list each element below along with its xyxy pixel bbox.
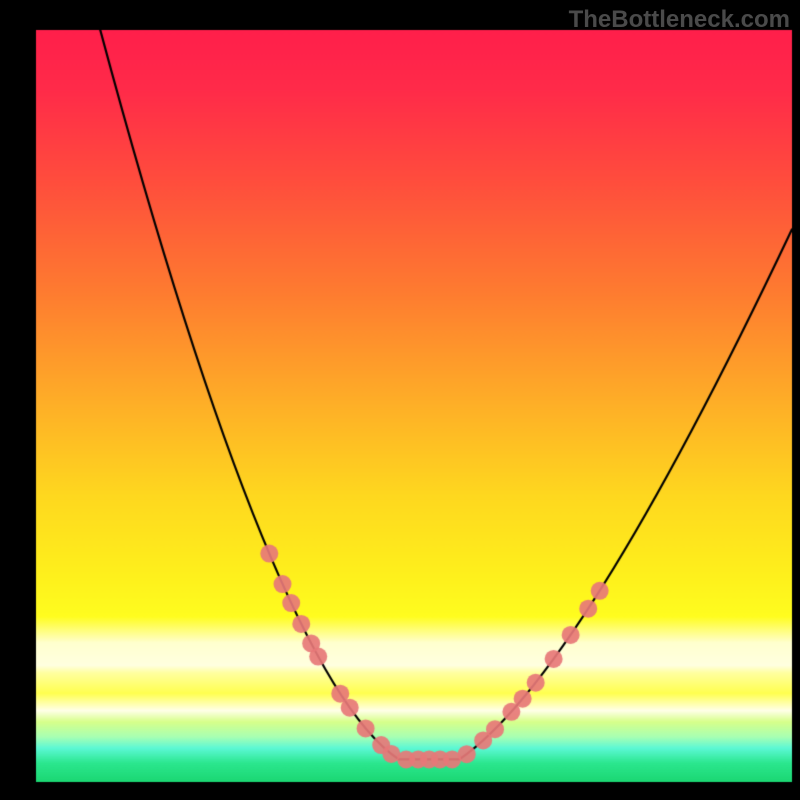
- watermark-text: TheBottleneck.com: [569, 6, 790, 34]
- bottleneck-v-chart: [0, 0, 800, 800]
- chart-container: TheBottleneck.com: [0, 0, 800, 800]
